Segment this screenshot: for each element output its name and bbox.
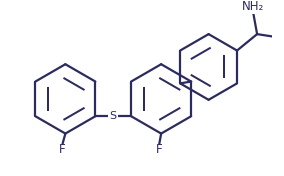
Text: S: S bbox=[110, 111, 117, 121]
Text: F: F bbox=[156, 143, 163, 156]
Text: NH₂: NH₂ bbox=[242, 0, 265, 13]
Text: F: F bbox=[59, 143, 66, 156]
